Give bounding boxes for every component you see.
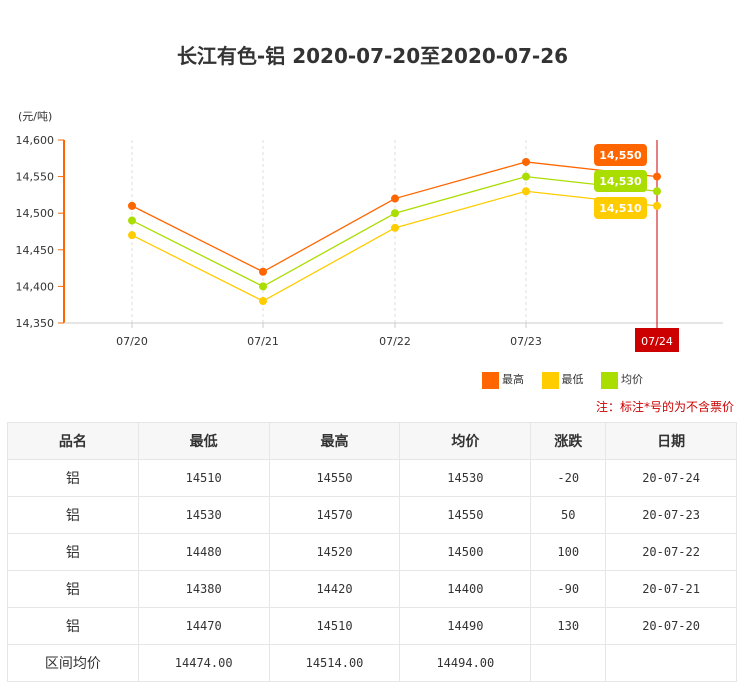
cell-low: 14510 <box>137 459 270 497</box>
y-tick-label: 14,500 <box>16 207 55 220</box>
header-change: 涨跌 <box>530 422 607 460</box>
tooltip-box <box>594 197 647 219</box>
legend-item-low[interactable]: 最低 <box>541 371 588 389</box>
data-point <box>128 231 136 240</box>
tooltip-value: 14,510 <box>599 202 642 215</box>
legend-swatch-low <box>541 371 559 389</box>
cell-change: -90 <box>530 570 607 608</box>
data-point <box>653 187 661 196</box>
price-table: 品名 最低 最高 均价 涨跌 日期 铝 14510 14550 14530 -2… <box>7 422 737 682</box>
tooltip-box <box>594 170 647 192</box>
cell-date: 20-07-21 <box>605 570 737 608</box>
table-row: 铝 14480 14520 14500 100 20-07-22 <box>7 533 737 571</box>
x-tick-label-highlight: 07/24 <box>641 335 673 348</box>
tooltip-value: 14,530 <box>599 175 642 188</box>
legend-item-avg[interactable]: 均价 <box>601 371 643 389</box>
cell-change: 50 <box>530 496 607 534</box>
header-avg: 均价 <box>399 422 532 460</box>
cell-name: 铝 <box>7 496 139 534</box>
y-unit-label: (元/吨) <box>18 110 52 123</box>
tooltip-box <box>594 144 647 166</box>
data-point <box>391 223 399 232</box>
cell-low: 14480 <box>137 533 270 571</box>
cell-change: 100 <box>530 533 607 571</box>
legend-label-high: 最高 <box>502 373 524 386</box>
avg-low: 14474.00 <box>137 644 270 682</box>
cell-avg: 14550 <box>399 496 532 534</box>
avg-high: 14514.00 <box>268 644 401 682</box>
cell-high: 14570 <box>268 496 401 534</box>
cell-date: 20-07-20 <box>605 607 737 645</box>
data-point <box>128 201 136 210</box>
table-row: 铝 14510 14550 14530 -20 20-07-24 <box>7 459 737 497</box>
cell-change: -20 <box>530 459 607 497</box>
data-point <box>259 282 267 291</box>
y-tick-label: 14,450 <box>16 244 55 257</box>
avg-change <box>530 644 607 682</box>
x-highlight-box <box>635 328 679 352</box>
data-point <box>259 297 267 306</box>
header-high: 最高 <box>268 422 401 460</box>
cell-low: 14530 <box>137 496 270 534</box>
cell-avg: 14400 <box>399 570 532 608</box>
x-tick-label: 07/22 <box>379 335 411 348</box>
table-avg-row: 区间均价 14474.00 14514.00 14494.00 <box>7 644 737 682</box>
cell-date: 20-07-24 <box>605 459 737 497</box>
cell-low: 14470 <box>137 607 270 645</box>
table-row: 铝 14380 14420 14400 -90 20-07-21 <box>7 570 737 608</box>
y-tick-label: 14,400 <box>16 280 55 293</box>
y-tick-label: 14,550 <box>16 171 55 184</box>
cell-date: 20-07-23 <box>605 496 737 534</box>
legend-label-avg: 均价 <box>621 373 643 386</box>
avg-avg: 14494.00 <box>399 644 532 682</box>
cell-low: 14380 <box>137 570 270 608</box>
cell-change: 130 <box>530 607 607 645</box>
legend-swatch-high <box>482 371 499 389</box>
data-point <box>522 187 530 196</box>
cell-name: 铝 <box>7 459 139 497</box>
header-name: 品名 <box>7 422 139 460</box>
cell-high: 14420 <box>268 570 401 608</box>
note-text: 注：标注*号的为不含票价 <box>595 400 734 414</box>
y-tick-label: 14,600 <box>16 134 55 147</box>
cell-high: 14550 <box>268 459 401 497</box>
cell-name: 铝 <box>7 607 139 645</box>
data-point <box>522 157 530 166</box>
data-point <box>391 209 399 218</box>
chart-title: 长江有色-铝 2020-07-20至2020-07-26 <box>176 44 569 68</box>
x-tick-label: 07/21 <box>247 335 279 348</box>
cell-high: 14520 <box>268 533 401 571</box>
cell-avg: 14530 <box>399 459 532 497</box>
tooltip-value: 14,550 <box>599 149 642 162</box>
cell-name: 铝 <box>7 533 139 571</box>
data-point <box>653 201 661 210</box>
x-tick-label: 07/23 <box>510 335 542 348</box>
table-row: 铝 14530 14570 14550 50 20-07-23 <box>7 496 737 534</box>
avg-row-label: 区间均价 <box>7 644 139 682</box>
data-point <box>522 172 530 181</box>
legend-label-low: 最低 <box>561 373 584 386</box>
data-point <box>259 267 267 276</box>
y-tick-label: 14,350 <box>16 317 55 330</box>
cell-high: 14510 <box>268 607 401 645</box>
legend-item-high[interactable]: 最高 <box>482 371 528 389</box>
cell-avg: 14490 <box>399 607 532 645</box>
legend: 最高 最低 均价 <box>482 371 643 389</box>
data-point <box>128 216 136 225</box>
table-header-row: 品名 最低 最高 均价 涨跌 日期 <box>7 422 737 460</box>
header-low: 最低 <box>137 422 270 460</box>
line-chart: (元/吨) 14,600 14,550 14,500 14,450 14,400 14,35… <box>16 110 723 352</box>
avg-date <box>605 644 737 682</box>
cell-date: 20-07-22 <box>605 533 737 571</box>
data-point <box>653 172 661 181</box>
x-tick-label: 07/20 <box>116 335 148 348</box>
cell-name: 铝 <box>7 570 139 608</box>
cell-avg: 14500 <box>399 533 532 571</box>
table-row: 铝 14470 14510 14490 130 20-07-20 <box>7 607 737 645</box>
header-date: 日期 <box>605 422 737 460</box>
data-point <box>391 194 399 203</box>
legend-swatch-avg <box>601 371 618 389</box>
